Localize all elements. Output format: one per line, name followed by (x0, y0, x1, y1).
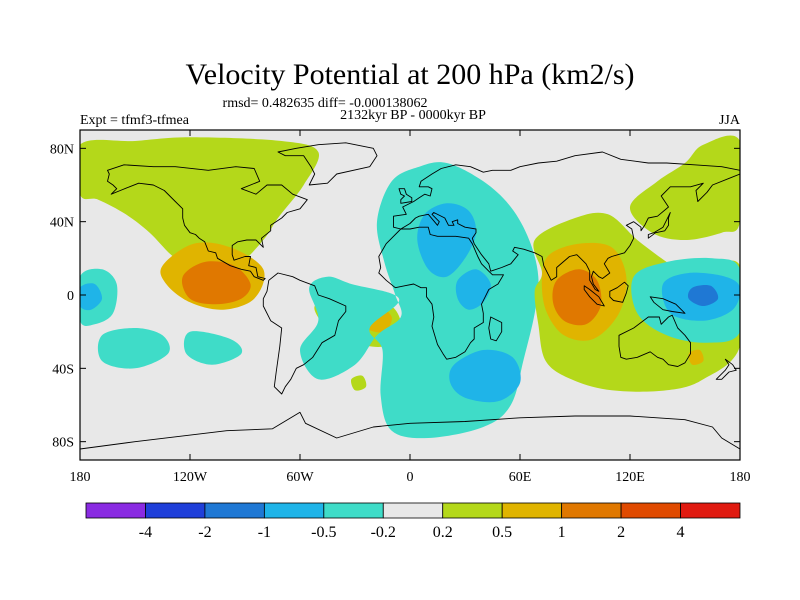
colorbar-box (501, 502, 563, 519)
colorbar-label: -0.5 (311, 524, 336, 541)
contour-region-pos-north-america (80, 137, 320, 277)
colorbar-label: 0.5 (492, 524, 512, 541)
colorbar: -4 -2 -1 -0.5 -0.2 0.2 0.5 1 2 4 (85, 502, 741, 541)
contour-region-neg-pacific-south-2 (183, 331, 243, 365)
contour-region-pos-north-pacific (629, 135, 740, 240)
contour-region-neg-west-pacific-inner (687, 284, 719, 306)
contour-region-neg-africa-north-core (417, 203, 477, 278)
coastline-japan (647, 212, 671, 239)
y-tick-label: 40N (50, 216, 74, 231)
colorbar-box (561, 502, 622, 519)
coastline-africa (378, 226, 504, 360)
coastline-greenland (277, 142, 378, 186)
y-tick-label: 80N (50, 142, 74, 157)
x-tick-label: 0 (407, 470, 414, 485)
colorbar-box (620, 502, 681, 519)
season-label: JJA (719, 113, 741, 128)
period-label: 2132kyr BP - 0000kyr BP (340, 108, 486, 123)
colorbar-label: -0.2 (371, 524, 396, 541)
contour-region-neg-pacific-south (97, 328, 170, 369)
coastline-new-zealand (715, 358, 737, 380)
contour-region-pos-south-atlantic-dot (350, 375, 367, 391)
coastline-eurasia (393, 151, 740, 292)
colorbar-box (323, 502, 384, 519)
coastline-new-guinea (649, 296, 686, 314)
contour-fill-layer (80, 135, 740, 439)
x-axis: 180 120W 60W 0 60E 120E 180 (70, 130, 751, 485)
coastline-borneo (609, 281, 629, 303)
map-plot-area (80, 130, 740, 460)
x-tick-label: 60W (286, 470, 314, 485)
contour-region-neg-indian-ocean-core (449, 349, 521, 403)
colorbar-box (85, 502, 146, 519)
colorbar-box (680, 502, 741, 519)
chart-title: Velocity Potential at 200 hPa (km2/s) (185, 58, 634, 91)
colorbar-box (442, 502, 503, 519)
colorbar-box (382, 502, 444, 519)
coastline-sumatra (583, 285, 605, 307)
colorbar-label: 0.2 (433, 524, 453, 541)
contour-region-pos-mexico-core (181, 261, 251, 305)
colorbar-label: -4 (139, 524, 152, 541)
y-tick-label: 40S (52, 362, 74, 377)
colorbar-label: -2 (198, 524, 211, 541)
contour-region-pos-maritime-core (552, 269, 602, 326)
colorbar-box (145, 502, 206, 519)
colorbar-label: 1 (558, 524, 566, 541)
contour-region-neg-pacific-east-core (80, 283, 103, 311)
experiment-label: Expt = tfmf3-tfmea (80, 113, 190, 128)
coastline-madagascar (488, 316, 503, 342)
coastline-north-america (107, 164, 308, 281)
x-tick-label: 180 (730, 470, 751, 485)
x-tick-label: 180 (70, 470, 91, 485)
colorbar-label: 4 (677, 524, 685, 541)
coastline-australia (618, 314, 691, 367)
colorbar-label: 2 (617, 524, 625, 541)
colorbar-box (204, 502, 265, 519)
y-tick-label: 0 (67, 289, 74, 304)
coastline-antarctica (80, 411, 740, 450)
coastline-south-america (262, 272, 347, 395)
x-tick-label: 120W (173, 470, 208, 485)
contour-region-pos-pacific-dot (688, 349, 704, 366)
y-tick-label: 80S (52, 436, 74, 451)
x-tick-label: 120E (615, 470, 645, 485)
coastline-layer (80, 142, 740, 450)
stats-label: rmsd= 0.482635 diff= -0.000138062 (223, 96, 428, 111)
colorbar-label: -1 (258, 524, 271, 541)
coastline-uk (398, 188, 413, 204)
contour-region-neg-africa-east-core (455, 269, 491, 310)
y-axis: 80N 40N 0 40S 80S (50, 142, 740, 451)
x-tick-label: 60E (509, 470, 532, 485)
colorbar-box (263, 502, 325, 519)
